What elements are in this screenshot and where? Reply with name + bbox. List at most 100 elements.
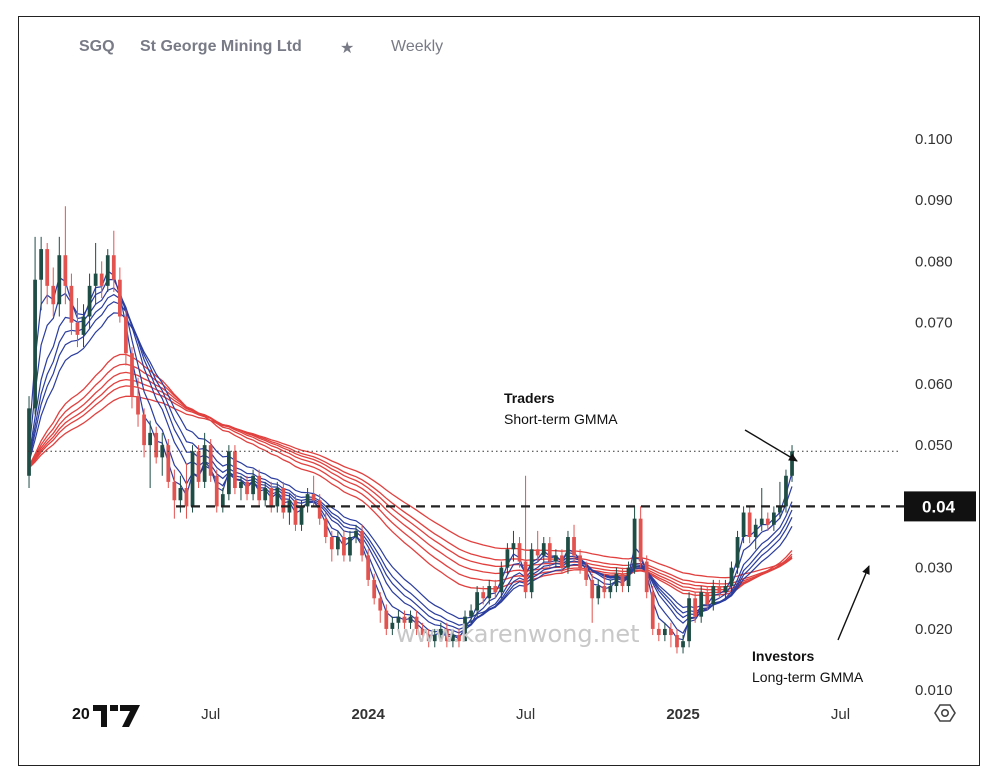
gmma-line bbox=[28, 278, 793, 638]
candle bbox=[154, 426, 159, 464]
symbol-label[interactable]: SGQ bbox=[79, 38, 115, 55]
candle bbox=[711, 579, 716, 611]
x-tick-label: Jul bbox=[201, 706, 220, 723]
y-axis: 0.100 0.090 0.080 0.070 0.060 0.050 0.030 0.020… bbox=[915, 131, 953, 699]
candle bbox=[366, 549, 371, 587]
y-tick-label: 0.020 bbox=[915, 621, 953, 638]
candle bbox=[45, 242, 50, 305]
instrument-name: St George Mining Ltd bbox=[140, 38, 302, 55]
candles-group bbox=[27, 206, 794, 654]
candle bbox=[172, 469, 177, 519]
candle bbox=[329, 530, 334, 562]
candle bbox=[239, 475, 243, 501]
candle bbox=[717, 579, 722, 599]
candle bbox=[384, 604, 389, 636]
candle bbox=[662, 622, 667, 642]
candle bbox=[626, 561, 631, 593]
candle bbox=[656, 622, 661, 642]
candle bbox=[566, 530, 570, 574]
candle bbox=[33, 236, 37, 415]
gmma-line bbox=[28, 378, 793, 588]
candle bbox=[51, 267, 56, 317]
candle bbox=[463, 610, 467, 642]
investors-arrow bbox=[837, 565, 870, 641]
gmma-line bbox=[28, 385, 793, 585]
candle bbox=[638, 506, 643, 568]
candle bbox=[142, 408, 146, 458]
candle bbox=[299, 500, 304, 531]
star-icon[interactable]: ★ bbox=[340, 40, 355, 57]
candle bbox=[505, 543, 510, 574]
candle bbox=[493, 579, 498, 599]
candle bbox=[323, 512, 328, 544]
candle bbox=[644, 555, 649, 599]
candle bbox=[360, 524, 364, 562]
y-tick-label: 0.060 bbox=[915, 376, 953, 393]
candle bbox=[166, 439, 171, 489]
x-tick-label: Jul bbox=[831, 706, 850, 723]
candle bbox=[69, 273, 74, 335]
candle bbox=[257, 469, 262, 507]
candle bbox=[650, 586, 655, 636]
interval-label[interactable]: Weekly bbox=[391, 38, 444, 55]
traders-subtitle: Short-term GMMA bbox=[504, 411, 618, 427]
candle bbox=[130, 347, 134, 409]
candle bbox=[251, 469, 255, 501]
y-tick-label: 0.010 bbox=[915, 682, 953, 699]
candle bbox=[608, 579, 613, 599]
y-tick-label: 0.050 bbox=[915, 437, 953, 454]
level-badge-label: 0.04 bbox=[922, 497, 956, 516]
x-tick-label: Jul bbox=[516, 706, 535, 723]
candle bbox=[590, 573, 595, 623]
candle bbox=[354, 524, 358, 544]
candle bbox=[220, 488, 225, 513]
y-tick-label: 0.030 bbox=[915, 560, 953, 577]
candle bbox=[499, 561, 504, 599]
gear-icon[interactable] bbox=[934, 704, 956, 722]
candle bbox=[778, 481, 782, 519]
candle bbox=[184, 463, 189, 519]
candle bbox=[93, 242, 98, 305]
candle bbox=[196, 445, 201, 489]
candle bbox=[675, 628, 679, 654]
candle bbox=[390, 616, 395, 636]
candle bbox=[511, 530, 516, 562]
candle bbox=[402, 610, 407, 629]
candle bbox=[578, 549, 582, 574]
candle bbox=[572, 524, 576, 562]
candle bbox=[57, 236, 62, 317]
candle bbox=[765, 512, 770, 531]
candle bbox=[432, 628, 437, 648]
traders-arrow bbox=[744, 429, 798, 462]
candle bbox=[81, 304, 86, 348]
gmma-line bbox=[28, 287, 793, 634]
gmma-line bbox=[28, 293, 793, 630]
candle bbox=[111, 230, 116, 292]
candle bbox=[560, 549, 564, 574]
candle bbox=[311, 475, 316, 507]
candle bbox=[226, 445, 231, 501]
x-tick-label: 2024 bbox=[351, 706, 385, 723]
tradingview-logo[interactable]: 20 bbox=[72, 705, 140, 727]
candle bbox=[517, 537, 522, 568]
candle bbox=[39, 236, 44, 311]
candle bbox=[475, 586, 480, 617]
gmma-line bbox=[28, 301, 793, 626]
candle bbox=[584, 561, 589, 587]
candle bbox=[487, 579, 492, 605]
candle bbox=[602, 573, 607, 599]
candle bbox=[27, 396, 31, 489]
candle bbox=[632, 506, 637, 574]
y-tick-label: 0.100 bbox=[915, 131, 953, 148]
candle bbox=[105, 249, 110, 292]
candle bbox=[681, 635, 685, 654]
candle bbox=[699, 586, 704, 623]
candle bbox=[190, 445, 195, 513]
candle bbox=[771, 506, 776, 531]
candle bbox=[735, 530, 740, 574]
candle bbox=[124, 310, 128, 366]
candle bbox=[214, 469, 219, 513]
candle bbox=[620, 567, 625, 593]
candle bbox=[117, 267, 122, 323]
